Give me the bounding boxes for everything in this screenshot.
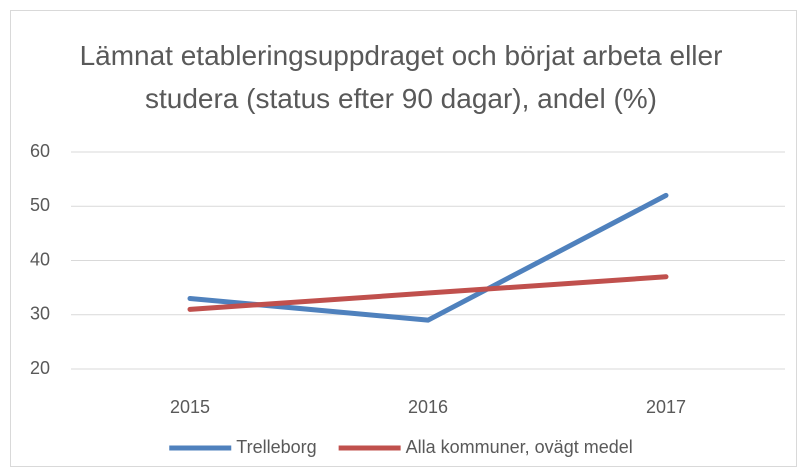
x-tick-label: 2016: [408, 397, 448, 417]
y-tick-label: 40: [30, 249, 50, 269]
data-line: [187, 274, 669, 312]
y-tick-label: 20: [30, 358, 50, 378]
x-tick-label: 2015: [170, 397, 210, 417]
y-tick-label: 50: [30, 195, 50, 215]
legend-label: Trelleborg: [236, 437, 316, 457]
y-tick-label: 30: [30, 304, 50, 324]
chart-border: [10, 10, 797, 467]
legend-label: Alla kommuner, ovägt medel: [406, 437, 633, 457]
y-tick-label: 60: [30, 141, 50, 161]
chart-title: Lämnat etableringsuppdraget och börjat a…: [79, 40, 723, 114]
x-tick-label: 2017: [646, 397, 686, 417]
